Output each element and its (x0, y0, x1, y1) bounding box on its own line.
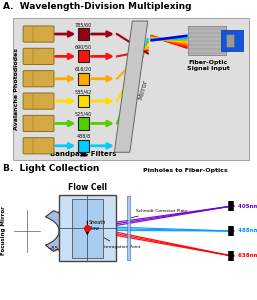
Text: 488/8: 488/8 (77, 134, 90, 139)
FancyBboxPatch shape (221, 30, 243, 51)
Text: Mirror: Mirror (137, 78, 148, 100)
Text: 585/42: 585/42 (75, 89, 92, 94)
Text: A.  Wavelength-Division Multiplexing: A. Wavelength-Division Multiplexing (3, 2, 191, 11)
FancyBboxPatch shape (23, 115, 54, 131)
FancyBboxPatch shape (78, 117, 89, 130)
Text: 405nm WDM: 405nm WDM (238, 204, 257, 209)
Text: Pinholes to Fiber-Optics: Pinholes to Fiber-Optics (143, 167, 227, 172)
Text: Schmidt Corrector Plate: Schmidt Corrector Plate (131, 209, 188, 218)
Text: 638nm WDM: 638nm WDM (238, 253, 257, 258)
FancyBboxPatch shape (78, 73, 89, 85)
FancyBboxPatch shape (78, 95, 89, 107)
FancyBboxPatch shape (23, 48, 54, 64)
FancyBboxPatch shape (78, 28, 89, 40)
Text: Avalanche Photodiodes: Avalanche Photodiodes (14, 48, 19, 130)
FancyBboxPatch shape (59, 195, 116, 261)
FancyBboxPatch shape (226, 34, 234, 47)
FancyBboxPatch shape (72, 199, 103, 258)
Text: 690/50: 690/50 (75, 44, 92, 50)
Text: Interrogation Point: Interrogation Point (90, 230, 141, 249)
FancyBboxPatch shape (23, 138, 54, 154)
Text: Flow Cell: Flow Cell (68, 183, 107, 192)
Text: B.  Light Collection: B. Light Collection (3, 164, 99, 173)
Text: Fiber-Optic
Signal Input: Fiber-Optic Signal Input (187, 60, 230, 71)
Polygon shape (114, 21, 148, 152)
FancyBboxPatch shape (23, 26, 54, 42)
Wedge shape (45, 211, 73, 251)
Text: 616/20: 616/20 (75, 67, 92, 72)
Text: 525/40: 525/40 (75, 112, 92, 117)
Text: Focusing Mirror: Focusing Mirror (1, 207, 6, 255)
FancyBboxPatch shape (13, 18, 249, 160)
Text: Bandpass Filters: Bandpass Filters (50, 151, 117, 157)
Text: 488nm WDM: 488nm WDM (238, 229, 257, 233)
Text: Sheath
Flow: Sheath Flow (89, 220, 106, 231)
FancyBboxPatch shape (23, 70, 54, 87)
Text: 785/60: 785/60 (75, 22, 92, 27)
FancyBboxPatch shape (23, 93, 54, 109)
FancyBboxPatch shape (78, 140, 89, 152)
FancyBboxPatch shape (78, 50, 89, 62)
Text: ~55: ~55 (48, 246, 59, 251)
FancyBboxPatch shape (188, 26, 226, 55)
